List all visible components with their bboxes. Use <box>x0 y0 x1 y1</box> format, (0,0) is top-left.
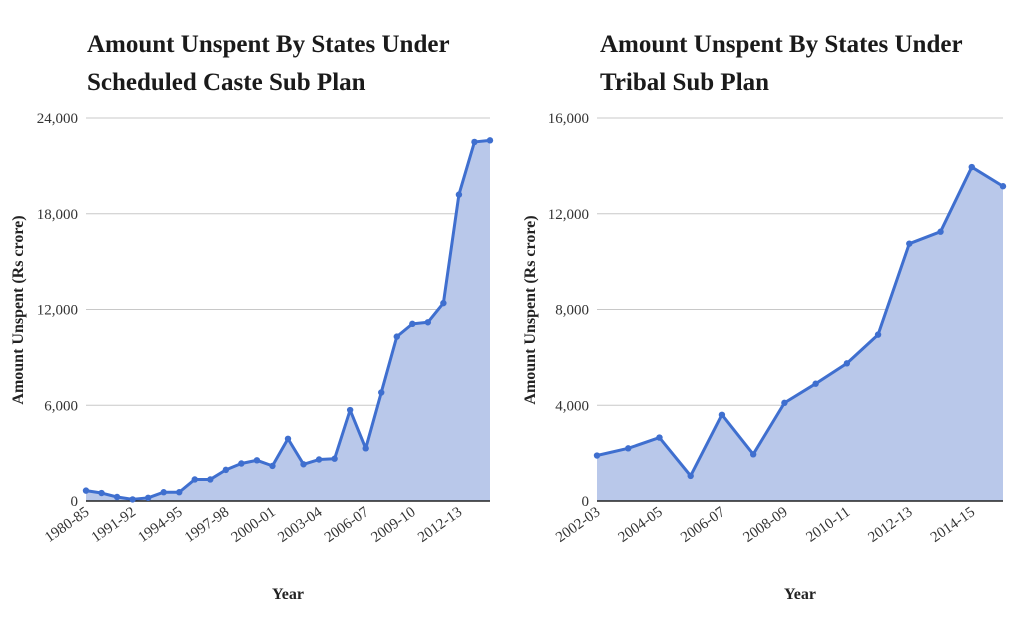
data-point <box>812 380 819 387</box>
x-axis-label: Year <box>272 586 304 603</box>
data-point <box>424 319 432 326</box>
data-point <box>98 489 105 497</box>
data-point <box>843 360 851 367</box>
data-point <box>656 434 663 441</box>
data-point <box>284 435 292 442</box>
x-tick-label: 2003-04 <box>275 504 326 546</box>
data-point <box>176 489 183 496</box>
data-point <box>331 455 338 462</box>
series-line <box>596 165 1004 478</box>
data-point <box>362 445 369 452</box>
data-point <box>269 462 276 470</box>
x-tick-label: 2010-11 <box>803 504 853 545</box>
y-tick-label: 4,000 <box>555 398 589 414</box>
data-point <box>906 240 913 247</box>
x-tick-label: 1997-98 <box>182 504 232 546</box>
y-tick-label: 12,000 <box>37 303 78 319</box>
data-point <box>160 489 167 496</box>
data-point <box>113 493 121 501</box>
data-point <box>129 496 136 503</box>
data-point <box>749 451 757 458</box>
data-point <box>207 476 214 483</box>
y-tick-label: 6,000 <box>44 398 78 414</box>
x-tick-label: 1994-95 <box>135 504 185 546</box>
data-point <box>238 460 245 467</box>
data-point <box>300 461 307 468</box>
x-tick-label: 2004-05 <box>616 504 666 546</box>
data-point <box>409 320 416 328</box>
y-tick-label: 8,000 <box>555 303 589 319</box>
y-axis-label: Amount Unspent (Rs crore) <box>522 215 539 404</box>
x-tick-label: 2012-13 <box>865 504 915 546</box>
data-point <box>253 457 261 464</box>
chart-panel-sc: Amount Unspent By States Under Scheduled… <box>10 31 494 603</box>
chart-plot-sc: Year Amount Unspent (Rs crore) 0 6,000 12,… <box>10 111 494 603</box>
data-point <box>874 331 882 338</box>
data-point <box>968 163 975 171</box>
x-tick-label: 2014-15 <box>928 504 978 546</box>
data-point <box>393 333 400 340</box>
data-point <box>999 183 1007 190</box>
x-tick-label: 2012-13 <box>415 504 465 546</box>
y-tick-label: 0 <box>582 494 590 510</box>
area-fill <box>86 140 490 501</box>
chart-title: Amount Unspent By States Under Tribal Su… <box>600 31 963 96</box>
y-tick-label: 12,000 <box>548 207 589 223</box>
x-tick-label: 2009-10 <box>368 504 418 546</box>
data-point <box>346 406 354 414</box>
data-point <box>687 472 694 480</box>
y-tick-label: 24,000 <box>37 111 78 127</box>
x-tick-label: 2008-09 <box>741 504 791 546</box>
area-fill <box>597 167 1003 501</box>
y-tick-label: 0 <box>71 494 79 510</box>
chart-plot-st: Year Amount Unspent (Rs crore) 0 4,000 8,0… <box>522 111 1007 603</box>
x-axis-label: Year <box>784 586 816 603</box>
data-point <box>718 411 726 419</box>
data-point <box>378 389 385 396</box>
data-point <box>486 137 494 144</box>
chart-title: Amount Unspent By States Under Scheduled… <box>87 31 450 96</box>
data-point <box>144 494 152 502</box>
data-point <box>937 228 944 235</box>
data-point <box>440 299 447 307</box>
x-tick-label: 2000-01 <box>229 504 279 546</box>
x-tick-label: 2006-07 <box>678 504 729 546</box>
data-point <box>455 191 463 198</box>
x-tick-label: 2006-07 <box>322 504 373 546</box>
data-point <box>191 476 198 483</box>
x-tick-label: 1980-85 <box>42 504 92 546</box>
data-point <box>625 445 632 452</box>
chart-panel-st: Amount Unspent By States Under Tribal Su… <box>512 0 1024 622</box>
x-tick-label: 1991-92 <box>89 504 139 546</box>
data-point <box>82 487 90 494</box>
y-tick-label: 16,000 <box>548 111 589 127</box>
data-point <box>222 466 230 474</box>
data-point <box>593 452 601 459</box>
y-tick-label: 18,000 <box>37 207 78 223</box>
data-point <box>471 138 478 146</box>
y-axis-label: Amount Unspent (Rs crore) <box>10 215 27 404</box>
data-point <box>315 456 323 463</box>
data-point <box>781 399 788 407</box>
x-tick-label: 2002-03 <box>553 504 603 546</box>
